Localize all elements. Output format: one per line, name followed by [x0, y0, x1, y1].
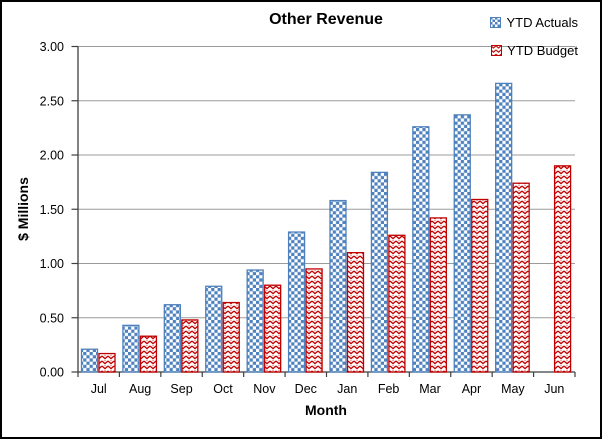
x-tick-label-feb: Feb — [378, 382, 400, 396]
y-tick-label: 0.00 — [40, 366, 64, 380]
x-tick-label-sep: Sep — [170, 382, 192, 396]
bar-ytd-actuals-oct — [205, 285, 223, 373]
legend: YTD Actuals YTD Budget — [490, 15, 578, 58]
x-tick-label-dec: Dec — [295, 382, 317, 396]
x-tick-label-mar: Mar — [419, 382, 441, 396]
bar-ytd-budget-jan — [346, 251, 365, 373]
bar-ytd-budget-aug — [139, 335, 158, 373]
bar-ytd-actuals-mar — [412, 126, 430, 373]
chart-title: Other Revenue — [269, 11, 383, 28]
bar-ytd-actuals-jan — [329, 199, 347, 373]
y-tick-label: 1.50 — [40, 203, 64, 217]
legend-item-ytd-actuals: YTD Actuals — [490, 15, 578, 30]
legend-item-ytd-budget: YTD Budget — [491, 43, 578, 58]
ytd-actuals-swatch-icon — [490, 17, 502, 28]
y-tick-label: 3.00 — [40, 40, 64, 54]
tick-labels: 0.00 0.50 1.00 1.50 2.00 2.50 3.00 Jul Aug Sep Oct… — [40, 40, 565, 396]
bar-ytd-actuals-apr — [453, 114, 471, 373]
legend-label-ytd-budget: YTD Budget — [507, 43, 578, 58]
bar-ytd-budget-apr — [471, 198, 489, 373]
bar-ytd-budget-may — [512, 182, 530, 373]
bar-ytd-actuals-dec — [287, 231, 306, 373]
bar-ytd-budget-jul — [98, 352, 116, 373]
y-axis-title: $ Millions — [15, 177, 31, 241]
bar-ytd-budget-sep — [181, 319, 199, 373]
bar-ytd-budget-nov — [264, 284, 282, 373]
bar-ytd-budget-mar — [429, 217, 447, 373]
x-tick-label-jun: Jun — [544, 382, 564, 396]
x-tick-label-oct: Oct — [213, 382, 233, 396]
bar-ytd-actuals-jul — [80, 348, 99, 373]
bar-ytd-budget-oct — [222, 301, 240, 373]
legend-label-ytd-actuals: YTD Actuals — [506, 15, 578, 30]
x-tick-label-may: May — [501, 382, 525, 396]
y-tick-label: 2.00 — [40, 149, 64, 163]
bar-ytd-budget-jun — [553, 165, 572, 373]
x-tick-label-apr: Apr — [462, 382, 481, 396]
x-tick-label-jul: Jul — [91, 382, 107, 396]
bar-ytd-budget-feb — [388, 234, 406, 373]
x-tick-label-aug: Aug — [129, 382, 151, 396]
bars — [80, 82, 572, 373]
axes — [71, 45, 576, 377]
bar-ytd-actuals-feb — [370, 171, 389, 373]
ytd-budget-swatch-icon — [491, 45, 503, 56]
y-tick-label: 2.50 — [40, 94, 64, 108]
bar-ytd-actuals-sep — [163, 304, 181, 373]
x-axis-title: Month — [305, 402, 347, 418]
y-tick-label: 0.50 — [40, 311, 64, 325]
bar-ytd-budget-dec — [305, 268, 323, 373]
x-tick-label-jan: Jan — [337, 382, 357, 396]
y-tick-label: 1.00 — [40, 257, 64, 271]
bar-ytd-actuals-may — [495, 82, 513, 373]
gridlines — [78, 46, 575, 319]
bar-ytd-actuals-aug — [122, 324, 140, 373]
bar-ytd-actuals-nov — [246, 269, 264, 373]
x-tick-label-nov: Nov — [253, 382, 276, 396]
